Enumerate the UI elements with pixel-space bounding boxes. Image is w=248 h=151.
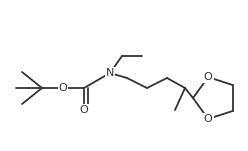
Text: O: O (204, 72, 213, 82)
Text: N: N (106, 68, 114, 78)
Text: O: O (59, 83, 67, 93)
Text: O: O (204, 114, 213, 124)
Text: O: O (80, 105, 88, 115)
